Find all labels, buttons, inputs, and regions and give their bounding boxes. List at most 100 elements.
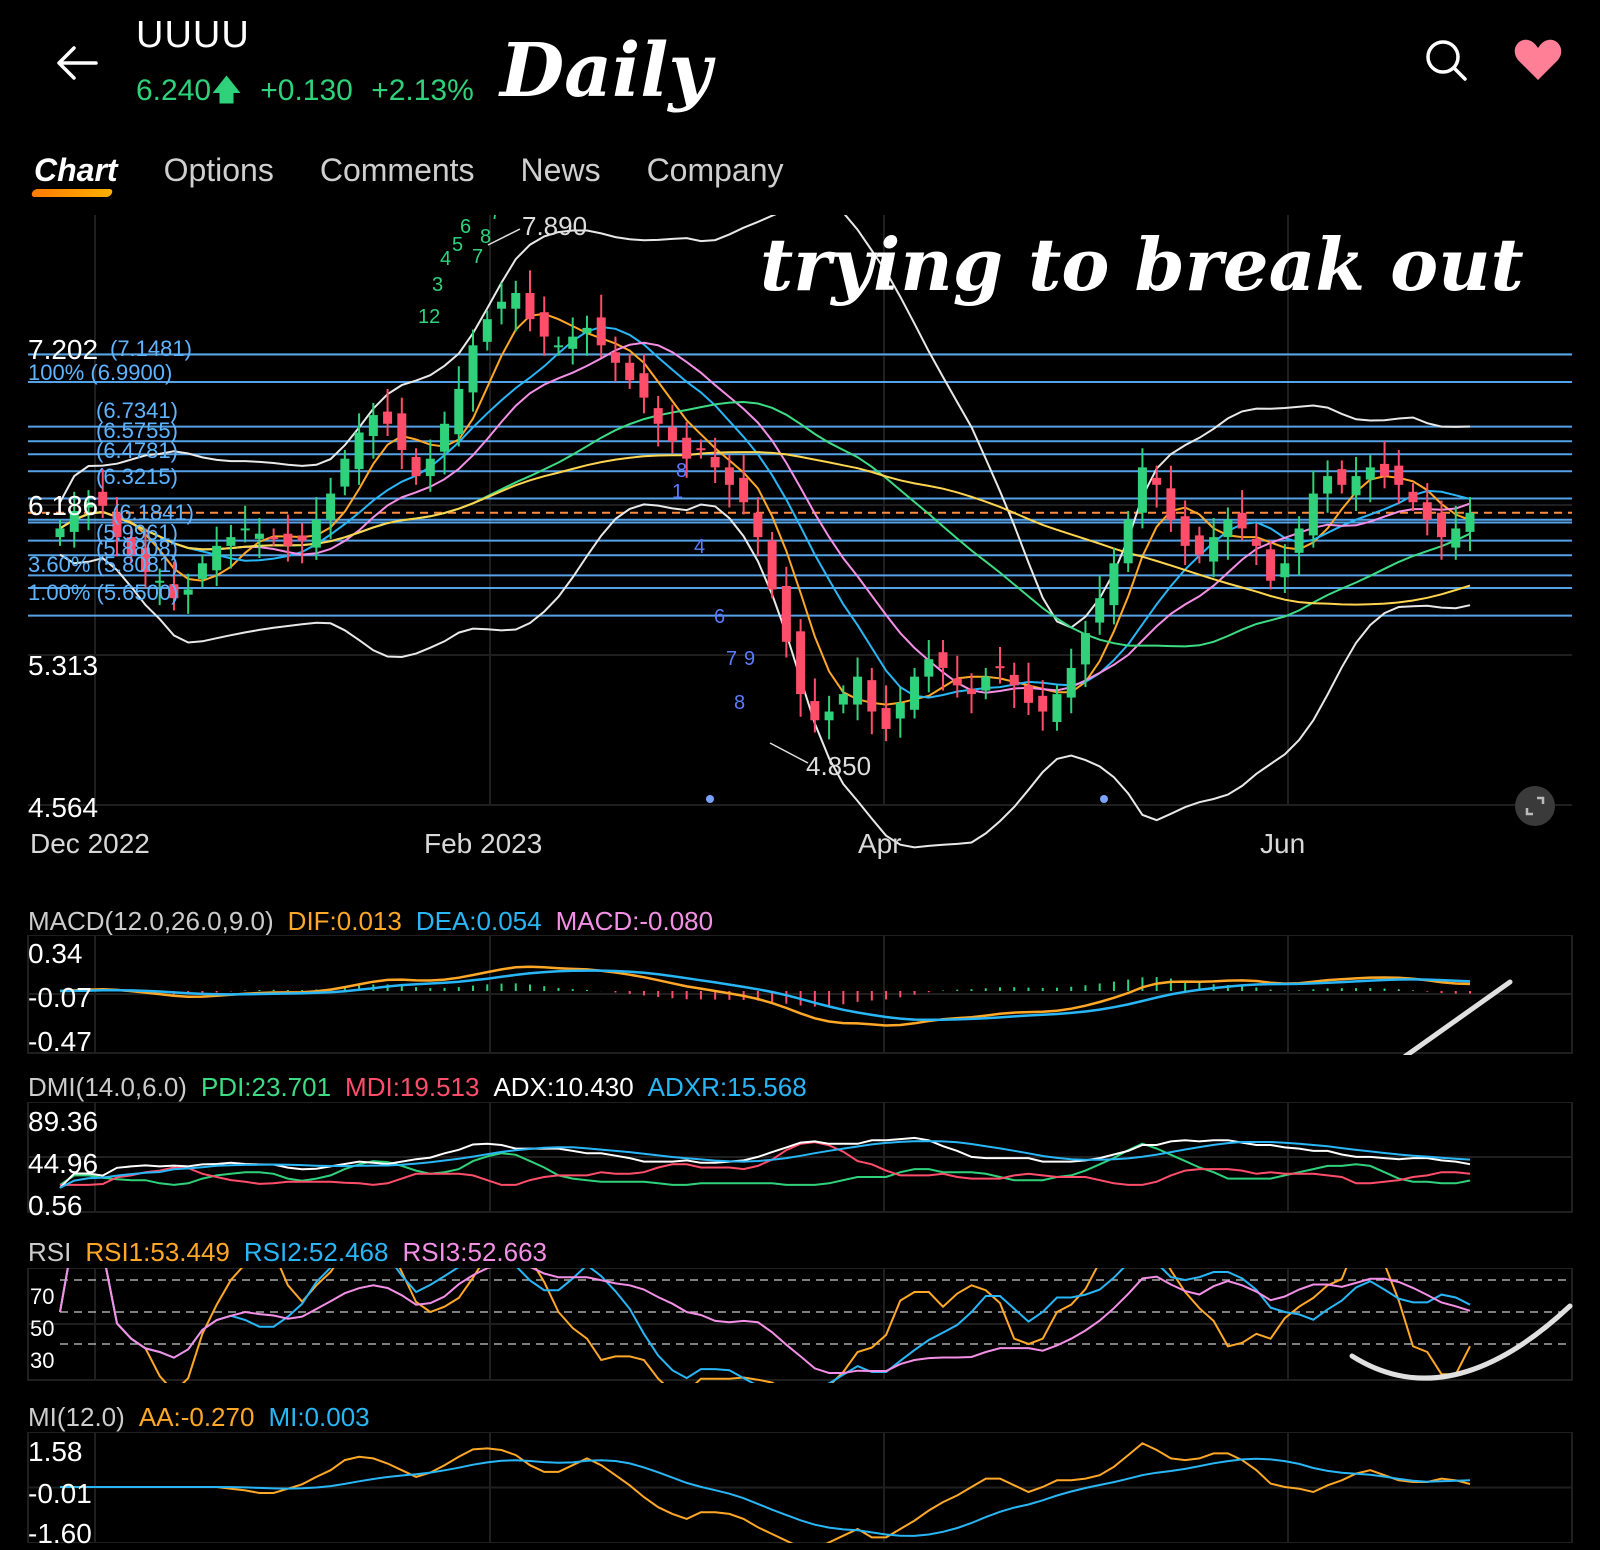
dmi-pdi-line — [59, 1142, 1471, 1186]
fib-level-label: (5.8808) — [96, 536, 178, 561]
tab-comments[interactable]: Comments — [319, 152, 475, 188]
tab-chart[interactable]: Chart — [34, 152, 118, 188]
candle-body — [767, 540, 777, 590]
fib-level-label: 3.60% (5.8081) — [28, 552, 179, 577]
candle-body — [1166, 488, 1176, 520]
candle-body — [1380, 463, 1390, 477]
tab-news[interactable]: News — [520, 152, 601, 188]
td-sequential-count: 8 — [734, 692, 745, 714]
macd-title: MACD(12.0,26.0,9.0) — [28, 906, 274, 936]
ticker-symbol: UUUU — [136, 14, 250, 56]
macd-chart — [27, 935, 1573, 1055]
td-sequential-count: 8 — [676, 460, 687, 482]
candle-body — [383, 411, 393, 424]
candle-body — [212, 545, 222, 571]
dmi-chart — [27, 1102, 1573, 1213]
timeframe-annotation: Daily — [500, 28, 712, 114]
low-price-label: 4.850 — [806, 751, 871, 781]
candle-body — [1223, 519, 1233, 538]
candle-body — [226, 537, 236, 546]
rsi-axis-label: 50 — [30, 1316, 55, 1341]
bollinger-upper-line — [59, 215, 1471, 629]
fib-level-label: (7.1481) — [110, 336, 192, 361]
candle-body — [511, 293, 521, 309]
fib-level-label: (5.9961) — [96, 520, 178, 545]
candle-body — [169, 584, 179, 599]
td-sequential-count: 12 — [418, 306, 440, 328]
candle-body — [1280, 563, 1290, 578]
candle-body — [1437, 512, 1447, 538]
fib-level-price: 7.202 — [28, 334, 99, 365]
price-axis-label-low: 4.564 — [28, 792, 99, 823]
candle-body — [1095, 598, 1105, 623]
candle-body — [1052, 694, 1062, 722]
dmi-mdi-line — [60, 1141, 1471, 1186]
candle-body — [610, 352, 620, 363]
fib-level-label: 1.00% (5.6500) — [28, 580, 179, 605]
up-arrow-icon: 🡅 — [211, 74, 242, 107]
rsi1-value: RSI1:53.449 — [85, 1237, 230, 1267]
tab-options[interactable]: Options — [163, 152, 274, 188]
rsi3-line — [59, 1268, 1471, 1374]
candle-body — [283, 533, 293, 546]
candle-body — [853, 676, 863, 705]
rsi-axis-label: 30 — [30, 1348, 55, 1373]
mi-mi-line — [60, 1457, 1471, 1537]
heart-icon[interactable] — [1512, 36, 1564, 84]
candle-body — [354, 432, 364, 470]
bollinger-lower-line — [59, 503, 1471, 849]
candle-body — [425, 458, 435, 477]
drawn-curve-annotation — [1349, 1303, 1573, 1381]
candle-body — [497, 301, 507, 309]
dmi-legend: DMI(14.0,6.0) PDI:23.701 MDI:19.513 ADX:10.… — [28, 1072, 821, 1103]
candle-body — [981, 676, 991, 691]
candle-body — [197, 563, 207, 579]
candle-body — [1180, 516, 1190, 546]
candle-body — [411, 456, 421, 477]
candle-body — [1194, 535, 1204, 555]
high-price-label: 7.890 — [522, 215, 587, 241]
candle-body — [112, 512, 122, 538]
macd-axis-label: -0.07 — [28, 982, 92, 1013]
candle-body — [1251, 538, 1261, 546]
candle-body — [254, 533, 264, 539]
rsi1-line — [59, 1268, 1471, 1383]
candle-body — [1009, 674, 1019, 686]
dmi-mdi-value: MDI:19.513 — [345, 1072, 480, 1102]
candle-body — [582, 327, 592, 334]
candle-body — [910, 676, 920, 710]
td-sequential-count: 6 — [460, 216, 471, 238]
drawn-trend-annotation — [1402, 979, 1513, 1055]
back-arrow-icon[interactable] — [52, 38, 102, 88]
low-pointer-line — [769, 742, 809, 764]
dmi-adx-value: ADX:10.430 — [493, 1072, 634, 1102]
candle-body — [1237, 512, 1247, 529]
candle-body — [824, 711, 834, 721]
price-quote: 6.240🡅 +0.130 +2.13% — [136, 68, 484, 119]
candle-body — [724, 467, 734, 485]
candle-body — [739, 477, 749, 503]
candle-body — [838, 694, 848, 705]
search-icon[interactable] — [1422, 36, 1470, 84]
tab-company[interactable]: Company — [646, 152, 784, 188]
last-price: 6.240 — [136, 74, 212, 107]
macd-dif-value: DIF:0.013 — [287, 906, 402, 936]
td-sequential-count: 6 — [714, 606, 725, 628]
fullscreen-expand-icon[interactable] — [1515, 786, 1555, 826]
candle-body — [667, 427, 677, 442]
candle-body — [397, 413, 407, 450]
fib-level-label: (6.4781) — [96, 438, 178, 463]
candle-body — [1408, 491, 1418, 503]
candle-body — [482, 319, 492, 342]
price-change: +0.130 — [260, 74, 353, 107]
rsi-legend: RSI RSI1:53.449 RSI2:52.468 RSI3:52.663 — [28, 1237, 561, 1268]
rsi-title: RSI — [28, 1237, 72, 1267]
candle-body — [867, 680, 877, 712]
candle-body — [1152, 477, 1162, 485]
candle-body — [1123, 519, 1133, 564]
candle-body — [83, 502, 93, 508]
tab-bar: Chart Options Comments News Company — [34, 152, 830, 189]
fib-level-label: (6.3215) — [96, 464, 178, 489]
candle-body — [525, 293, 535, 320]
